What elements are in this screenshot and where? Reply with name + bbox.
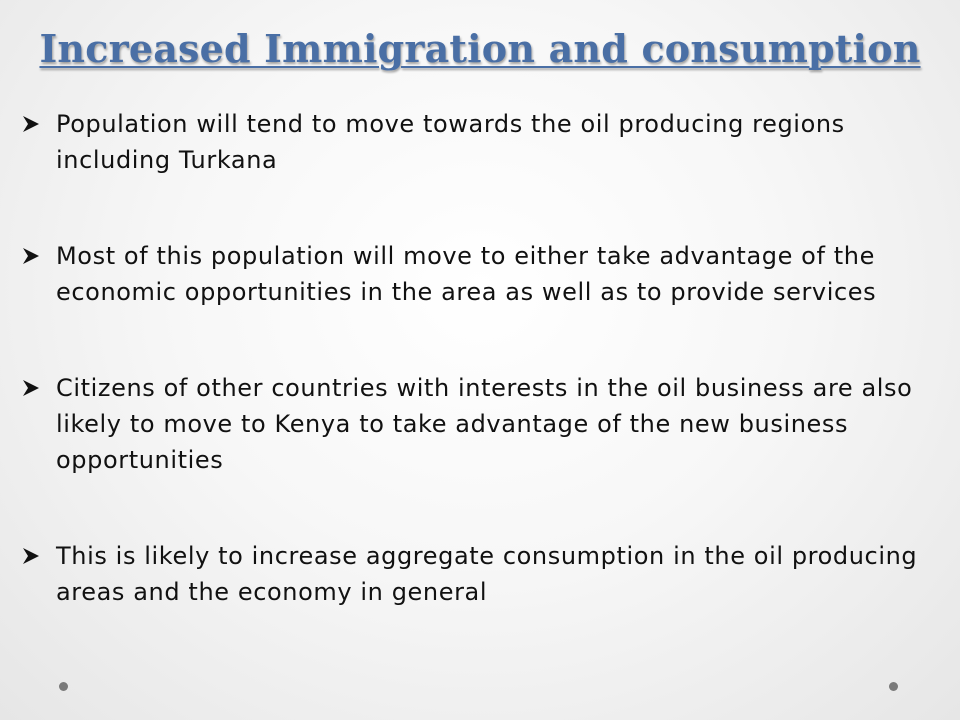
decorative-dot-icon bbox=[59, 682, 68, 691]
bullet-item: Most of this population will move to eit… bbox=[14, 238, 924, 310]
arrowhead-bullet-icon bbox=[23, 248, 39, 264]
bullet-text: Citizens of other countries with interes… bbox=[56, 374, 913, 474]
bullet-item: This is likely to increase aggregate con… bbox=[14, 538, 924, 610]
bullet-item: Citizens of other countries with interes… bbox=[14, 370, 924, 478]
slide-title: Increased Immigration and consumption bbox=[39, 26, 921, 71]
bullet-text: Most of this population will move to eit… bbox=[56, 242, 877, 306]
bullet-text: Population will tend to move towards the… bbox=[56, 110, 845, 174]
arrowhead-bullet-icon bbox=[23, 548, 39, 564]
arrowhead-bullet-icon bbox=[23, 380, 39, 396]
arrowhead-bullet-icon bbox=[23, 116, 39, 132]
bullet-list: Population will tend to move towards the… bbox=[14, 98, 924, 610]
bullet-item: Population will tend to move towards the… bbox=[14, 106, 924, 178]
decorative-dot-icon bbox=[889, 682, 898, 691]
bullet-text: This is likely to increase aggregate con… bbox=[56, 542, 918, 606]
